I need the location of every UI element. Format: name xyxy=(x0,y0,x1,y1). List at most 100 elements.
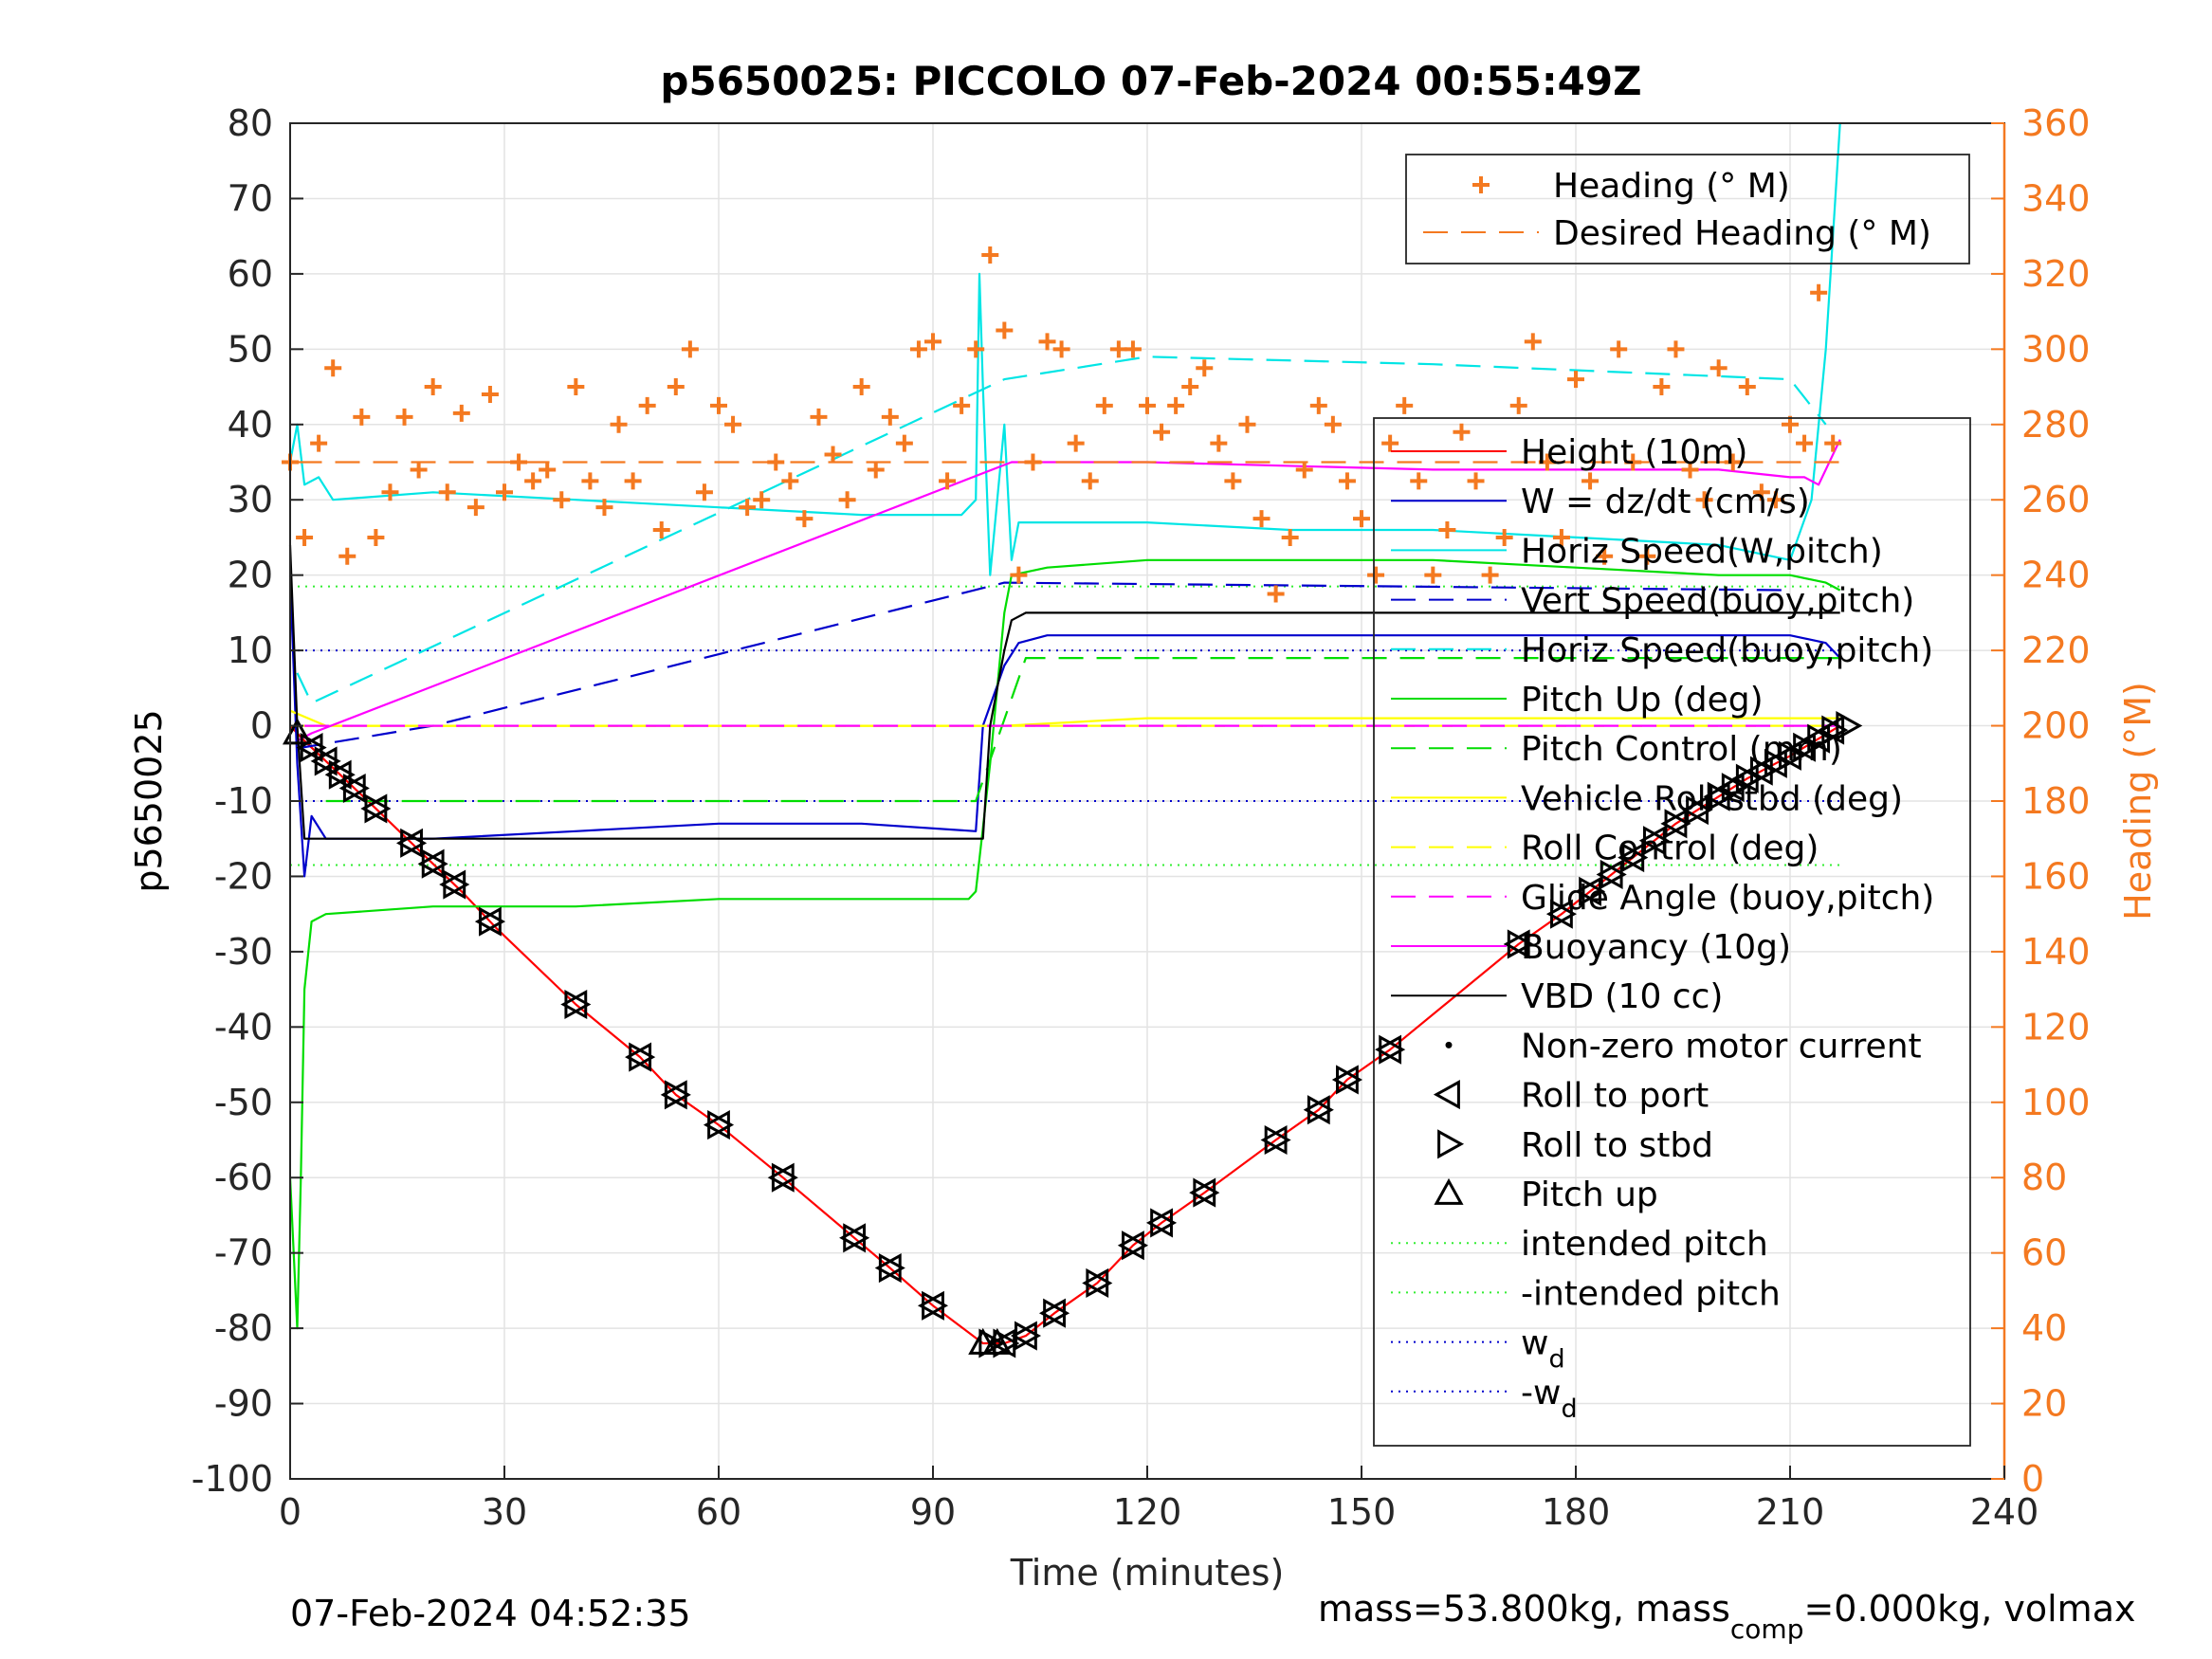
y2-tick-label: 240 xyxy=(2021,555,2091,596)
y-tick-label: -20 xyxy=(214,855,273,897)
heading-point xyxy=(1052,340,1070,358)
legend-entry-height-10m: Height (10m) xyxy=(1391,433,1747,472)
legend-label: VBD (10 cc) xyxy=(1521,977,1723,1016)
tri-right-marker xyxy=(300,733,327,763)
legend-entry-vbd-10-cc: VBD (10 cc) xyxy=(1391,977,1723,1016)
tri-right-marker xyxy=(364,793,392,824)
legend-label-text: Horiz Speed(buoy,pitch) xyxy=(1521,631,1933,670)
heading-point xyxy=(667,378,685,396)
tri-right-marker xyxy=(1579,876,1606,906)
legend-box xyxy=(1405,154,1970,264)
legend-label-text: -intended pitch xyxy=(1521,1274,1781,1313)
heading-point xyxy=(410,461,428,479)
legend-label: Glide Angle (buoy,pitch) xyxy=(1521,879,1934,918)
heading-point xyxy=(296,528,314,546)
heading-point xyxy=(1196,359,1214,377)
tri-right-marker xyxy=(1686,794,1713,826)
y-tick-label: 80 xyxy=(228,102,273,144)
heading-point xyxy=(1467,472,1485,490)
heading-point xyxy=(1281,528,1299,546)
legend-main: Height (10m) W = dz/dt (cm/s) Horiz Speed(… xyxy=(1373,417,1971,1447)
heading-point xyxy=(424,378,442,396)
heading-point xyxy=(638,396,656,414)
tri-right-marker xyxy=(328,759,356,790)
heading-point xyxy=(1353,510,1370,528)
legend-entry-vehicle-roll-stbd-deg: Vehicle Roll stbd (deg) xyxy=(1391,779,1903,818)
tri-right-marker xyxy=(1264,1124,1291,1156)
heading-point xyxy=(581,472,599,490)
legend-label: Roll to port xyxy=(1521,1077,1709,1116)
legend-label-text: Non-zero motor current xyxy=(1521,1027,1922,1066)
legend-label-text: Height (10m) xyxy=(1521,433,1747,472)
legend-label-text: Glide Angle (buoy,pitch) xyxy=(1521,879,1934,918)
heading-point xyxy=(466,499,484,517)
heading-series xyxy=(282,246,1842,603)
y-tick-label: -90 xyxy=(214,1383,273,1425)
heading-point xyxy=(953,396,971,414)
y2-tick-label: 120 xyxy=(2021,1006,2091,1048)
legend-entry-vert-speed-buoy-pitch: Vert Speed(buoy,pitch) xyxy=(1391,582,1914,621)
tri-right-marker xyxy=(443,869,470,900)
vbd-10-cc-line xyxy=(288,544,1840,840)
legend-plus-sample xyxy=(1472,176,1490,193)
heading-point xyxy=(1481,566,1499,584)
y2-tick-label: 300 xyxy=(2021,328,2091,370)
heading-point xyxy=(652,521,670,538)
tri-right-marker xyxy=(1836,711,1863,741)
heading-point xyxy=(1766,491,1784,509)
tri-right-marker xyxy=(1642,826,1670,856)
heading-point xyxy=(1453,423,1471,441)
heading-point xyxy=(1438,521,1456,538)
heading-point xyxy=(310,434,328,452)
y2-axis-ticks: 3603403203002802602402202001801601401201… xyxy=(1991,102,2091,1500)
heading-point xyxy=(1252,510,1271,528)
heading-point xyxy=(496,483,513,501)
chart-title: p5650025: PICCOLO 07-Feb-2024 00:55:49Z xyxy=(660,58,1641,104)
legend-label-subscript: d xyxy=(1561,1395,1577,1424)
legend-label: Desired Heading (° M) xyxy=(1553,214,1931,253)
heading-point xyxy=(967,340,985,358)
footer-timestamp: 07-Feb-2024 04:52:35 xyxy=(290,1593,691,1634)
y-tick-label: 20 xyxy=(228,555,273,596)
heading-point xyxy=(924,333,941,351)
heading-point xyxy=(895,434,913,452)
footer-mass-part1: mass=53.800kg, mass xyxy=(1318,1588,1730,1630)
legend-label-text: intended pitch xyxy=(1521,1225,1768,1264)
heading-point xyxy=(381,483,399,501)
y-tick-label: -70 xyxy=(214,1232,273,1274)
y-tick-label: -60 xyxy=(214,1157,273,1198)
legend-label-text: Desired Heading (° M) xyxy=(1553,214,1931,253)
tri-right-marker xyxy=(342,773,370,804)
heading-point xyxy=(524,472,542,490)
legend-marker-sample xyxy=(1433,1080,1460,1110)
legend-entry-roll-to-stbd: Roll to stbd xyxy=(1437,1126,1713,1165)
legend-label-text: Pitch up xyxy=(1521,1176,1658,1214)
legend-entry-roll-control-deg: Roll Control (deg) xyxy=(1391,830,1819,868)
x-tick-label: 150 xyxy=(1327,1491,1397,1533)
heading-point xyxy=(1796,434,1814,452)
y2-tick-label: 100 xyxy=(2021,1082,2091,1123)
x-tick-label: 0 xyxy=(279,1491,302,1533)
tri-right-marker xyxy=(1779,740,1806,771)
heading-point xyxy=(624,472,642,490)
y2-tick-label: 0 xyxy=(2021,1458,2044,1500)
heading-point xyxy=(1309,396,1327,414)
tri-right-marker xyxy=(1336,1065,1363,1095)
heading-point xyxy=(452,404,470,422)
y2-tick-label: 220 xyxy=(2021,629,2091,671)
y-tick-label: 0 xyxy=(250,705,273,747)
tri-right-marker xyxy=(1015,1321,1042,1351)
heading-point xyxy=(996,321,1014,339)
reference-lines xyxy=(290,585,1840,866)
heading-point xyxy=(1424,566,1442,584)
heading-point xyxy=(824,446,842,464)
x-axis-ticks: 0 30 60 90 120 150 180 210 240 xyxy=(279,1466,2038,1533)
tri-right-marker xyxy=(707,1110,735,1140)
buoyancy-10g-line xyxy=(296,439,1841,742)
tri-right-marker xyxy=(479,906,506,937)
tri-right-marker xyxy=(1600,859,1627,890)
legend-label: Buoyancy (10g) xyxy=(1521,928,1791,967)
legend-label: Pitch Control (mm) xyxy=(1521,730,1842,769)
tri-right-marker xyxy=(664,1080,691,1110)
legend-entry-roll-to-port: Roll to port xyxy=(1433,1077,1709,1116)
